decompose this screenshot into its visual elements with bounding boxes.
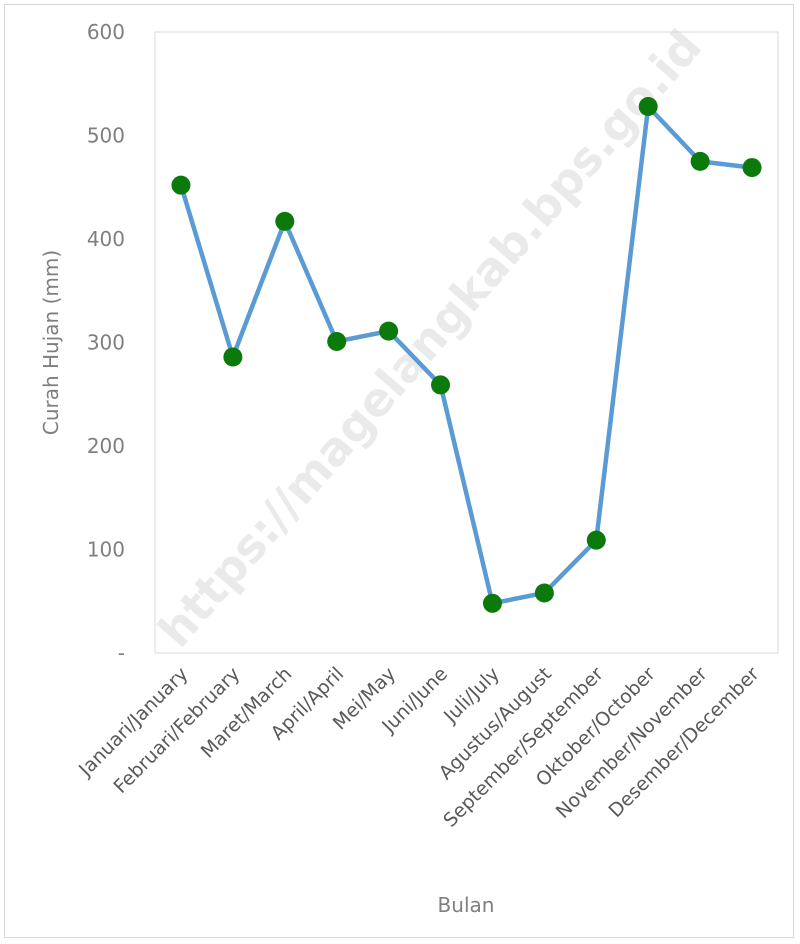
y-tick-label: 200 bbox=[87, 434, 125, 458]
y-axis-title: Curah Hujan (mm) bbox=[39, 250, 63, 435]
plot-area bbox=[154, 31, 779, 654]
y-tick-label: 600 bbox=[87, 20, 125, 44]
y-tick-label: 400 bbox=[87, 227, 125, 251]
chart-frame bbox=[4, 4, 794, 938]
data-point bbox=[482, 593, 502, 613]
data-point bbox=[690, 151, 710, 171]
x-axis-title: Bulan bbox=[438, 893, 495, 917]
data-point bbox=[431, 375, 451, 395]
data-point bbox=[638, 97, 658, 117]
watermark-text: https://magelangkab.bps.go.id bbox=[148, 19, 712, 657]
data-point bbox=[171, 175, 191, 195]
y-tick-label: - bbox=[118, 641, 125, 665]
data-point bbox=[327, 331, 347, 351]
watermark-layer: https://magelangkab.bps.go.id bbox=[148, 19, 712, 657]
x-axis-ticks: Januari/JanuaryFebruari/FebruaryMaret/Ma… bbox=[74, 663, 764, 832]
data-point bbox=[275, 211, 295, 231]
series-line bbox=[178, 104, 755, 606]
y-tick-label: 500 bbox=[87, 124, 125, 148]
data-point bbox=[586, 530, 606, 550]
x-tick-label: Maret/March bbox=[197, 663, 297, 763]
y-tick-label: 100 bbox=[87, 538, 125, 562]
data-point bbox=[742, 158, 762, 178]
data-point bbox=[379, 321, 399, 341]
series-layer bbox=[171, 97, 762, 613]
y-tick-label: 300 bbox=[87, 331, 125, 355]
data-point bbox=[223, 347, 243, 367]
data-point bbox=[534, 583, 554, 603]
y-axis-ticks: - 100 200 300 400 500 600 bbox=[87, 20, 125, 665]
